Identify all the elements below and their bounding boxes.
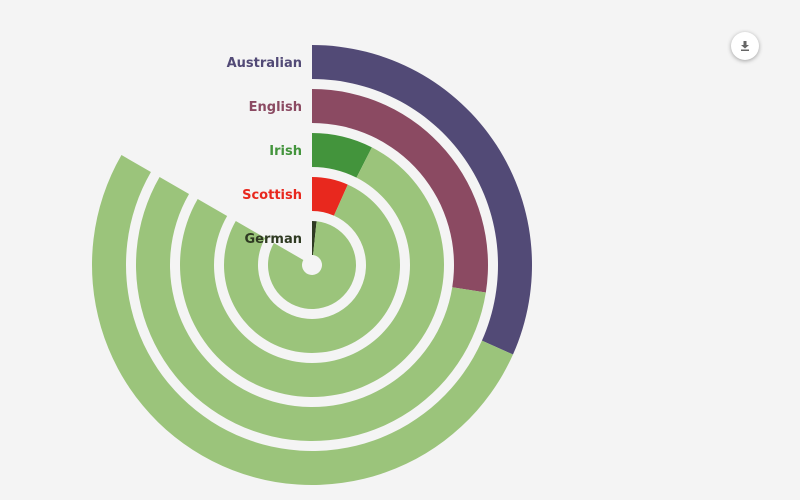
- bar-remainder-australian[interactable]: [91, 155, 513, 486]
- bar-scottish[interactable]: [312, 177, 348, 216]
- download-button[interactable]: [731, 32, 759, 60]
- label-english: English: [249, 100, 302, 115]
- label-german: German: [245, 232, 302, 247]
- bar-german[interactable]: [312, 221, 317, 256]
- bar-remainder-german[interactable]: [268, 221, 357, 310]
- label-scottish: Scottish: [242, 188, 302, 203]
- bar-irish[interactable]: [312, 133, 372, 178]
- bar-english[interactable]: [312, 89, 488, 293]
- label-irish: Irish: [269, 144, 302, 159]
- label-australian: Australian: [227, 56, 302, 71]
- bar-remainder-scottish[interactable]: [224, 184, 400, 354]
- download-icon: [741, 41, 749, 51]
- bar-australian[interactable]: [312, 45, 532, 355]
- labels-group: Australian English Irish Scottish German: [227, 56, 302, 247]
- rings-group: [91, 45, 532, 486]
- bar-remainder-english[interactable]: [136, 177, 486, 441]
